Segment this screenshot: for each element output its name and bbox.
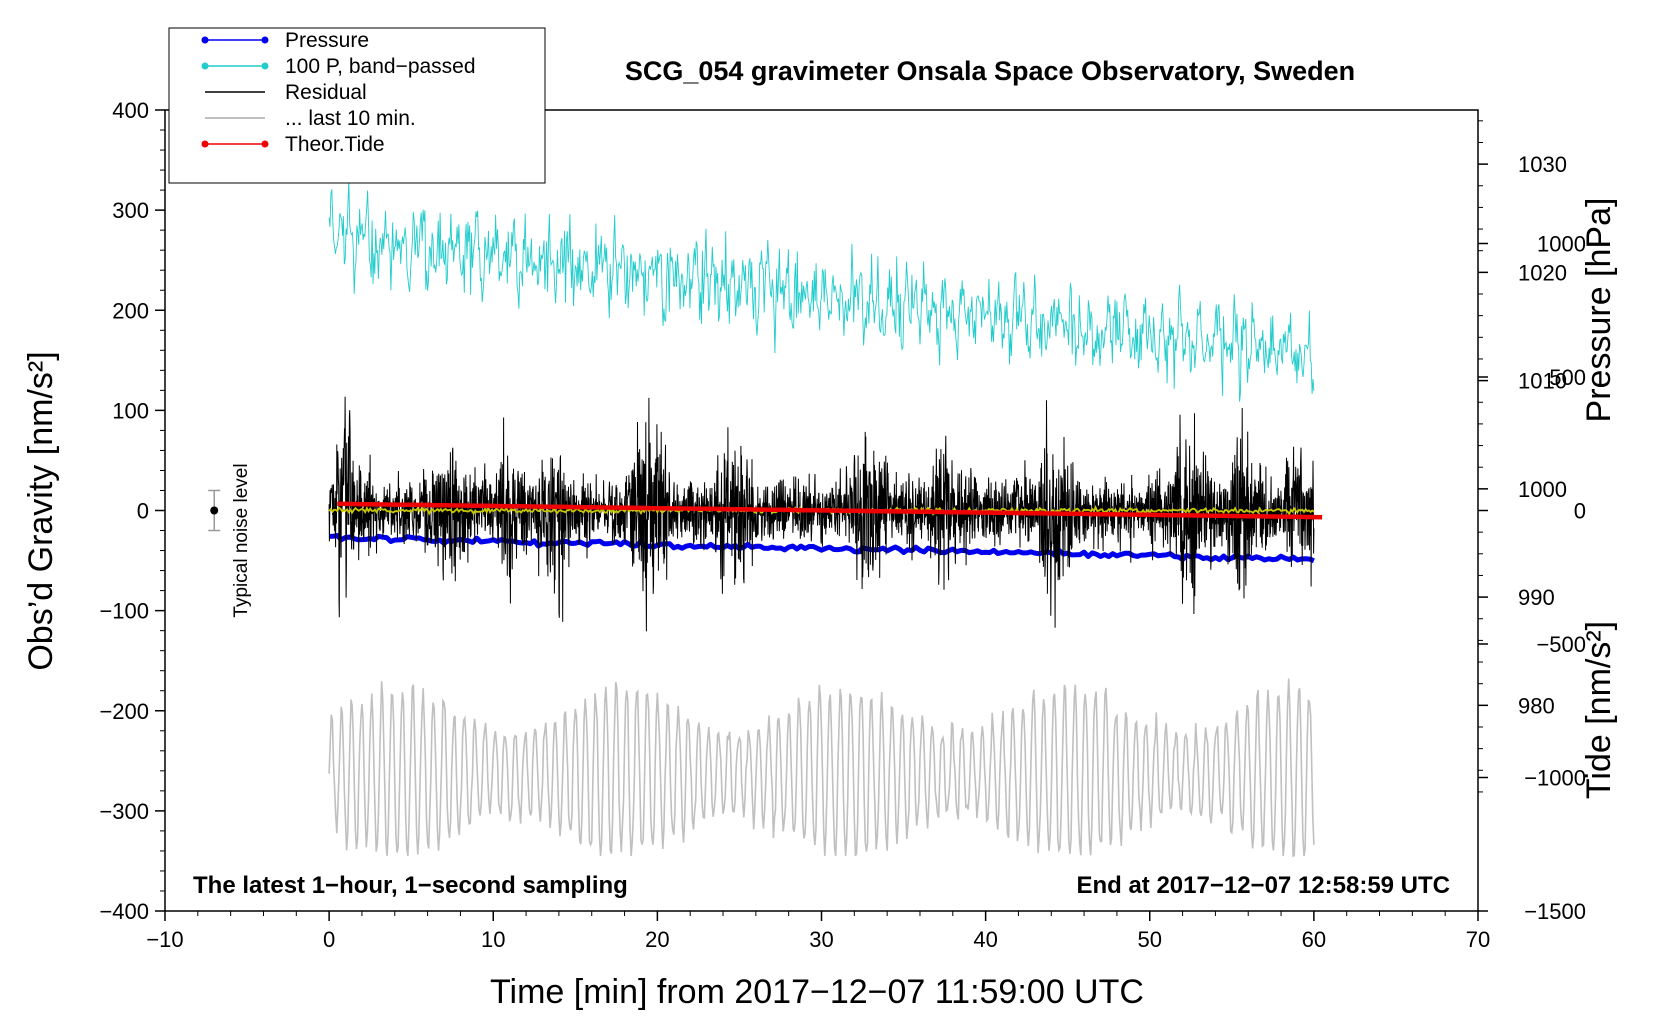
y-tick-label: −200 (99, 699, 149, 724)
tide-tick-label: −1000 (1524, 766, 1586, 791)
series-theoretical-tide-line (337, 501, 1323, 520)
legend-label-last-10-min: ... last 10 min. (285, 107, 416, 130)
tide-tick-label: 1000 (1537, 232, 1586, 257)
pressure-tick-label: 1000 (1518, 477, 1567, 502)
pressure-tick-label: 1020 (1518, 260, 1567, 285)
x-tick-label: −10 (146, 927, 183, 952)
legend-marker (261, 140, 269, 148)
pressure-tick-label: 1030 (1518, 152, 1567, 177)
y-tick-label: 300 (112, 198, 149, 223)
pressure-tick-label: 990 (1518, 585, 1555, 610)
legend-box (168, 27, 546, 184)
tide-tick-label: 0 (1574, 499, 1586, 524)
x-tick-label: 60 (1302, 927, 1326, 952)
series-last-10-min-line (328, 678, 1315, 857)
y-tick-label: −100 (99, 599, 149, 624)
x-axis-title: Time [min] from 2017−12−07 11:59:00 UTC (490, 973, 1144, 1011)
y-tick-label: −400 (99, 899, 149, 924)
y-tick-label: 0 (137, 499, 149, 524)
legend: Pressure 100 P, band−passed Residual ... la… (168, 27, 546, 184)
tide-tick-label: −500 (1536, 632, 1586, 657)
legend-marker (201, 140, 209, 148)
tide-axis-title: Tide [nm/s²] (1580, 621, 1618, 799)
sampling-annotation: The latest 1−hour, 1−second sampling (193, 872, 628, 899)
y-axis-title: Obs’d Gravity [nm/s²] (22, 351, 60, 670)
legend-marker (261, 62, 269, 70)
x-tick-label: 30 (809, 927, 833, 952)
pressure-axis-title: Pressure [hPa] (1580, 198, 1618, 423)
x-tick-label: 50 (1138, 927, 1162, 952)
legend-label-theor-tide: Theor.Tide (285, 133, 385, 156)
x-tick-label: 70 (1466, 927, 1490, 952)
tide-tick-label: 500 (1549, 365, 1586, 390)
end-time-annotation: End at 2017−12−07 12:58:59 UTC (1076, 872, 1450, 899)
x-tick-label: 20 (645, 927, 669, 952)
tide-tick-label: −1500 (1524, 899, 1586, 924)
x-tick-label: 40 (973, 927, 997, 952)
noise-indicator: Typical noise level (208, 463, 252, 618)
pressure-tick-label: 980 (1518, 693, 1555, 718)
y-tick-label: −300 (99, 799, 149, 824)
chart-title: SCG_054 gravimeter Onsala Space Observat… (625, 56, 1355, 86)
x-tick-label: 10 (481, 927, 505, 952)
legend-label-100-p-band-passed: 100 P, band−passed (285, 55, 476, 78)
y-tick-label: 100 (112, 398, 149, 423)
series-band-passed-line (328, 180, 1315, 402)
legend-label-residual: Residual (285, 81, 367, 104)
legend-label-pressure: Pressure (285, 29, 369, 52)
pressure-tick-label: 1010 (1518, 369, 1567, 394)
x-tick-label: 0 (323, 927, 335, 952)
series-residual-line (328, 396, 1315, 632)
noise-point (210, 506, 219, 515)
noise-label: Typical noise level (231, 463, 252, 617)
legend-marker (261, 36, 269, 44)
y-tick-label: 400 (112, 98, 149, 123)
series-layer (328, 180, 1323, 857)
tick-layer: −10 0 10 20 30 40 50 60 704003002001000−100−200−… (99, 98, 1586, 952)
legend-marker (201, 62, 209, 70)
y-tick-label: 200 (112, 298, 149, 323)
legend-marker (201, 36, 209, 44)
